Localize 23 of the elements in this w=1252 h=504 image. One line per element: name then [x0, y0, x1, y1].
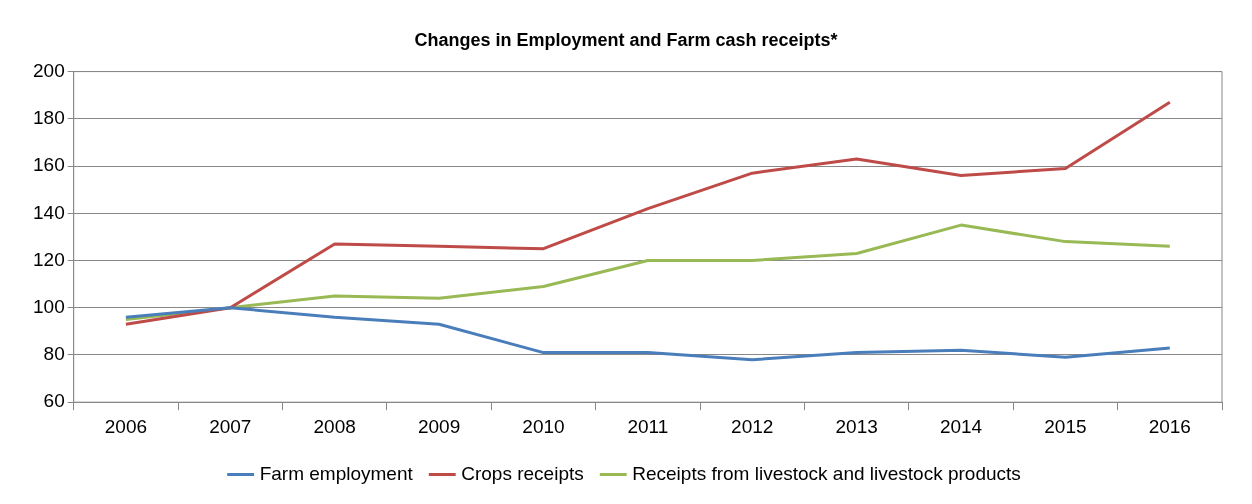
x-tick-label: 2008 — [313, 415, 356, 437]
x-tick-label: 2006 — [104, 415, 148, 437]
x-tick-label: 2015 — [1044, 415, 1087, 437]
y-tick-label: 60 — [43, 390, 65, 412]
legend-label: Farm employment — [259, 462, 414, 484]
y-tick-label: 140 — [33, 201, 65, 223]
x-tick-label: 2011 — [627, 415, 669, 437]
x-tick-label: 2009 — [417, 415, 461, 437]
y-tick-label: 180 — [33, 107, 65, 129]
x-tick-label: 2013 — [835, 415, 878, 437]
x-tick-label: 2014 — [939, 415, 983, 437]
legend-label: Receipts from livestock and livestock products — [632, 462, 1021, 484]
y-tick-label: 100 — [33, 295, 65, 317]
y-tick-label: 80 — [43, 343, 65, 365]
y-tick-label: 200 — [33, 59, 65, 81]
x-tick-label: 2007 — [209, 415, 252, 437]
legend-label: Crops receipts — [461, 462, 584, 484]
x-tick-label: 2010 — [522, 415, 565, 437]
x-tick-label: 2016 — [1148, 415, 1191, 437]
y-tick-label: 160 — [33, 154, 65, 176]
chart-title: Changes in Employment and Farm cash receipts* — [414, 29, 838, 50]
x-tick-label: 2012 — [731, 415, 774, 437]
y-tick-label: 120 — [33, 248, 65, 270]
